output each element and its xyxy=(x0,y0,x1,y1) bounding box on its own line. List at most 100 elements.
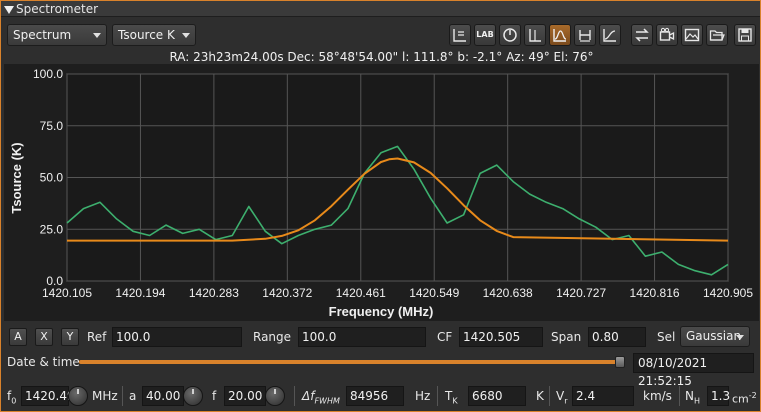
center-frequency-input[interactable]: 1420.505 xyxy=(459,327,543,347)
range-label: Range xyxy=(253,330,292,344)
separator xyxy=(437,386,438,406)
window-title: Spectrometer xyxy=(16,2,99,16)
legend-button[interactable] xyxy=(449,24,471,46)
lab-reference-button[interactable]: LAB xyxy=(474,24,496,46)
chevron-down-icon xyxy=(93,33,101,38)
date-time-slider-handle[interactable] xyxy=(615,356,625,368)
collapse-triangle-icon[interactable] xyxy=(4,5,14,14)
y-axis-mode-value: Tsource K xyxy=(118,28,175,42)
y-tick-label: 100.0 xyxy=(33,67,63,81)
save-icon xyxy=(738,28,752,42)
x-tick-label: 1420.105 xyxy=(42,286,92,300)
f0-label: f0 xyxy=(7,389,17,406)
x-axis-label: Frequency (MHz) xyxy=(329,304,434,319)
a-param-input[interactable]: 40.00 xyxy=(142,386,184,406)
range-input[interactable]: 100.0 xyxy=(298,327,426,347)
y-axis-mode-select[interactable]: Tsource K xyxy=(112,24,196,46)
f0-dial[interactable] xyxy=(68,386,88,406)
frequency-range-button[interactable] xyxy=(574,24,596,46)
separator xyxy=(122,386,123,406)
vr-unit: km/s xyxy=(643,389,672,403)
vr-input[interactable]: 2.4 xyxy=(572,386,634,406)
fwhm-input[interactable]: 84956 xyxy=(346,386,404,406)
y-axis-button[interactable]: Y xyxy=(61,328,79,346)
span-input[interactable]: 0.80 xyxy=(588,327,646,347)
separator xyxy=(679,386,680,406)
a-axis-button[interactable]: A xyxy=(9,328,27,346)
separator xyxy=(294,386,295,406)
peak-curve-button[interactable] xyxy=(549,24,571,46)
curve-marker-button[interactable] xyxy=(599,24,621,46)
display-mode-value: Spectrum xyxy=(13,28,72,42)
tk-input[interactable]: 6680 xyxy=(468,386,526,406)
record-video-button[interactable] xyxy=(656,24,678,46)
chevron-down-icon xyxy=(736,335,744,340)
peak-curve-icon xyxy=(553,29,567,42)
y-axis-label: Tsource (K) xyxy=(9,142,24,213)
nh-input[interactable]: 1.3 xyxy=(707,386,730,406)
x-tick-label: 1420.816 xyxy=(630,286,680,300)
open-file-icon xyxy=(709,30,725,41)
f-param-input[interactable]: 20.00 xyxy=(224,386,266,406)
title-bar[interactable]: Spectrometer xyxy=(1,1,760,17)
sel-label: Sel xyxy=(657,330,676,344)
lab-reference-icon: LAB xyxy=(476,30,494,39)
fwhm-label: ΔfFWHM xyxy=(302,389,340,406)
f-param-label: f xyxy=(212,389,217,403)
vr-label: Vr xyxy=(556,389,568,406)
span-label: Span xyxy=(551,330,582,344)
ref-input[interactable]: 100.0 xyxy=(112,327,242,347)
legend-icon xyxy=(453,29,466,42)
y-tick-label: 75.0 xyxy=(40,119,64,133)
frequency-range-icon xyxy=(579,30,591,42)
curve-marker-icon xyxy=(603,29,616,42)
camera-icon xyxy=(659,27,675,41)
separator xyxy=(549,386,550,406)
save-button[interactable] xyxy=(734,24,756,46)
x-tick-label: 1420.638 xyxy=(483,286,533,300)
swap-button[interactable] xyxy=(631,24,653,46)
f0-unit: MHz xyxy=(92,389,118,403)
open-file-button[interactable] xyxy=(706,24,728,46)
x-tick-label: 1420.905 xyxy=(703,286,753,300)
swap-arrows-icon xyxy=(635,28,649,42)
sky-coordinates-readout: RA: 23h23m24.00s Dec: 58°48'54.00" l: 11… xyxy=(169,50,594,64)
y-tick-label: 0.0 xyxy=(46,274,63,288)
save-image-button[interactable] xyxy=(681,24,703,46)
axes-icon xyxy=(529,29,541,42)
x-tick-label: 1420.372 xyxy=(262,286,312,300)
tk-unit: K xyxy=(536,389,544,403)
nh-label: NH xyxy=(685,389,700,406)
y-tick-label: 25.0 xyxy=(40,222,64,236)
ref-label: Ref xyxy=(87,330,107,344)
dial-button[interactable] xyxy=(499,24,521,46)
sel-select[interactable]: Gaussian xyxy=(680,326,750,347)
fwhm-unit: Hz xyxy=(415,389,431,403)
image-icon xyxy=(684,28,700,42)
x-axis-button[interactable]: X xyxy=(35,328,53,346)
date-time-input[interactable]: 08/10/2021 21:52:15 xyxy=(633,353,754,388)
cf-label: CF xyxy=(437,330,453,344)
a-param-dial[interactable] xyxy=(183,386,203,406)
date-time-label: Date & time xyxy=(7,355,80,369)
x-tick-label: 1420.549 xyxy=(409,286,459,300)
x-tick-label: 1420.461 xyxy=(336,286,386,300)
display-mode-select[interactable]: Spectrum xyxy=(7,24,107,46)
nh-unit: cm-2 xyxy=(732,391,757,406)
fit-series-line xyxy=(67,157,729,242)
spectrum-chart[interactable]: 1420.105 1420.194 1420.283 1420.372 1420.461… xyxy=(4,64,759,321)
x-tick-label: 1420.194 xyxy=(115,286,165,300)
tk-label: TK xyxy=(445,389,458,406)
dial-icon xyxy=(503,28,517,42)
f0-input[interactable]: 1420.49 xyxy=(21,386,75,406)
x-tick-label: 1420.283 xyxy=(189,286,239,300)
chevron-down-icon xyxy=(182,33,190,38)
axes-button[interactable] xyxy=(524,24,546,46)
f-param-dial[interactable] xyxy=(265,386,285,406)
y-tick-label: 50.0 xyxy=(40,171,64,185)
x-tick-label: 1420.727 xyxy=(556,286,606,300)
sel-value: Gaussian xyxy=(686,329,742,343)
spectrum-plot[interactable]: 1420.105 1420.194 1420.283 1420.372 1420.461… xyxy=(4,64,759,321)
date-time-slider[interactable] xyxy=(79,360,619,364)
